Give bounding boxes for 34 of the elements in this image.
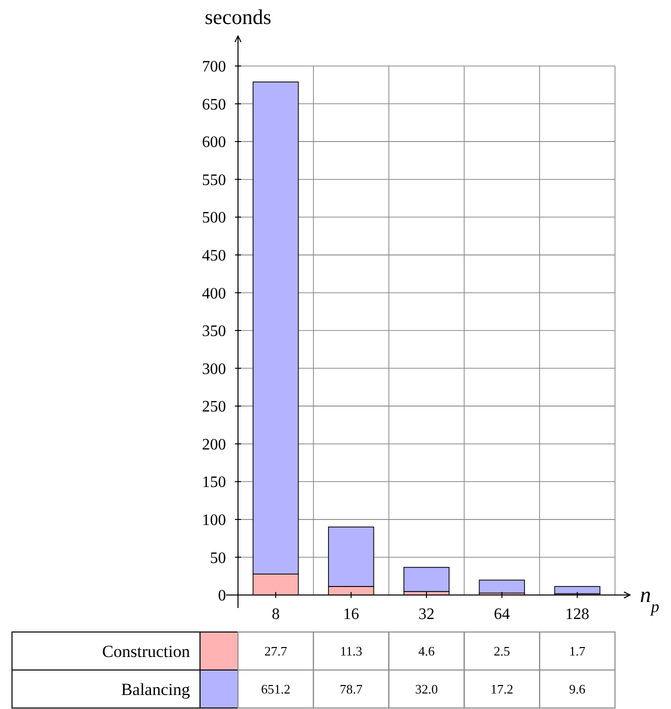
y-tick-label: 300 — [202, 360, 226, 378]
x-tick-label: 16 — [343, 606, 360, 623]
y-tick-label: 50 — [210, 550, 226, 567]
y-tick-label: 150 — [202, 474, 226, 492]
y-tick-label: 650 — [202, 96, 226, 114]
x-tick-label: 8 — [272, 606, 280, 623]
data-label: 1.7 — [569, 644, 586, 659]
y-tick-label: 350 — [202, 323, 226, 340]
y-tick-label: 700 — [202, 58, 226, 76]
data-label: 2.5 — [494, 644, 510, 659]
x-tick-label: 128 — [565, 606, 590, 623]
data-label: 9.6 — [569, 682, 586, 697]
data-label: 651.2 — [261, 682, 290, 697]
y-tick-label: 550 — [202, 172, 226, 189]
x-tick-label: 32 — [418, 606, 434, 623]
x-tick-label: 64 — [494, 606, 510, 623]
data-label: 4.6 — [418, 644, 436, 659]
data-label: 27.7 — [264, 644, 288, 659]
y-tick-label: 0 — [218, 588, 226, 605]
y-tick-label: 100 — [202, 512, 226, 530]
y-tick-label: 450 — [202, 248, 226, 265]
y-tick-label: 250 — [202, 398, 226, 416]
y-tick-label: 600 — [202, 134, 226, 152]
data-label: 32.0 — [415, 682, 438, 697]
x-axis-title: n$_{p}$ — [640, 582, 660, 616]
y-tick-label: 500 — [202, 210, 226, 227]
data-label: 11.3 — [340, 644, 362, 659]
legend-label: Construction — [102, 642, 190, 661]
y-tick-label: 400 — [202, 285, 226, 302]
y-axis-title: seconds — [204, 5, 272, 29]
y-tick-label: 200 — [202, 436, 226, 454]
legend-label: Balancing — [121, 680, 190, 699]
data-label: 17.2 — [490, 682, 514, 697]
data-label: 78.7 — [340, 682, 363, 697]
